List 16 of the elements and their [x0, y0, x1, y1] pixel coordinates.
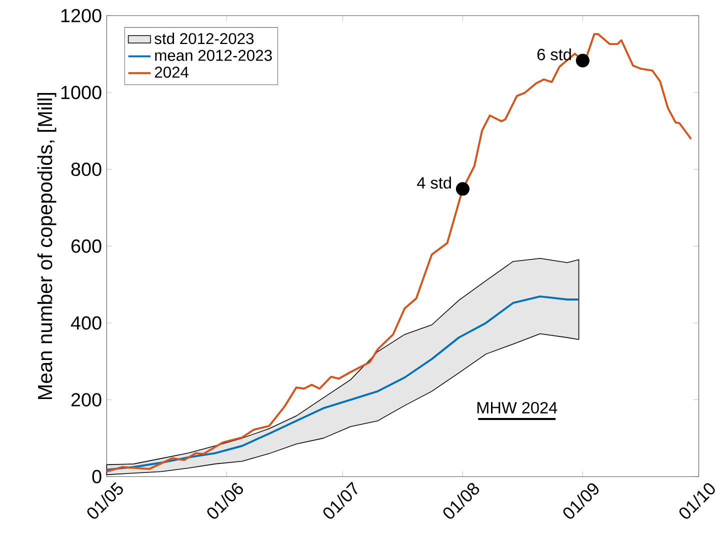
y-tick-label: 200 [71, 392, 102, 406]
y-tick-label: 1200 [61, 8, 102, 22]
annotation: MHW 2024 [477, 402, 558, 414]
legend-label: std 2012-2023 [154, 32, 254, 44]
y-tick-label: 0 [92, 470, 102, 484]
y-tick-label: 1000 [61, 86, 102, 100]
y-tick-label: 400 [70, 316, 102, 330]
y-tick-label: 800 [71, 162, 102, 176]
y-tick-label: 600 [71, 239, 102, 253]
y-axis-title: Mean number of copepodids, [Mill] [37, 92, 56, 399]
line-series [106, 33, 692, 473]
legend-label: mean 2012-2023 [155, 50, 272, 61]
line-series [106, 295, 580, 471]
annotation: 4 std [417, 176, 451, 189]
annotation: 6 std [537, 48, 571, 60]
legend-label: 2024 [154, 66, 189, 78]
